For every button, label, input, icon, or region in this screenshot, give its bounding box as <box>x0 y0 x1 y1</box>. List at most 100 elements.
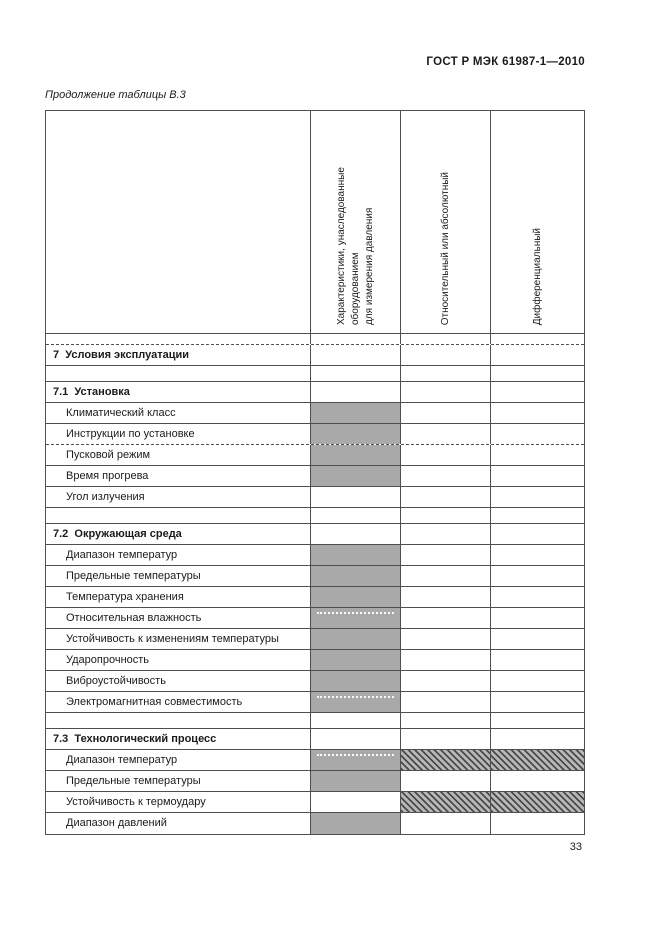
row-label: 7.3 Технологический процесс <box>53 733 217 745</box>
empty-cell <box>490 671 584 691</box>
empty-cell <box>310 524 400 544</box>
table-row: 7.3 Технологический процесс <box>46 729 584 750</box>
column-header-differential: Дифференциальный <box>490 111 584 333</box>
row-label-cell: Климатический класс <box>46 403 310 423</box>
empty-cell <box>400 713 490 728</box>
table-row <box>46 334 584 345</box>
hatched-cell <box>400 750 490 770</box>
row-label-cell: 7 Условия эксплуатации <box>46 345 310 365</box>
empty-cell <box>310 508 400 523</box>
table-row: Относительная влажность <box>46 608 584 629</box>
gray-filled-cell <box>310 403 400 423</box>
table-row: Диапазон температур <box>46 545 584 566</box>
empty-cell <box>490 813 584 834</box>
table-row: Диапазон давлений <box>46 813 584 834</box>
column-header-label: Дифференциальный <box>531 227 543 325</box>
empty-cell <box>490 403 584 423</box>
gray-filled-cell <box>310 771 400 791</box>
row-label: Виброустойчивость <box>66 675 166 687</box>
gray-filled-cell <box>310 445 400 465</box>
row-label-cell: Предельные температуры <box>46 566 310 586</box>
row-label-cell: Время прогрева <box>46 466 310 486</box>
hatched-cell <box>490 792 584 812</box>
row-label-cell <box>46 366 310 381</box>
gray-filled-cell <box>310 750 400 770</box>
gray-filled-cell <box>310 424 400 444</box>
empty-cell <box>400 729 490 749</box>
empty-cell <box>400 334 490 344</box>
row-label-cell: Диапазон температур <box>46 545 310 565</box>
empty-cell <box>400 650 490 670</box>
table-row: Климатический класс <box>46 403 584 424</box>
row-label: 7 Условия эксплуатации <box>53 349 189 361</box>
empty-cell <box>490 334 584 344</box>
row-label-cell: 7.2 Окружающая среда <box>46 524 310 544</box>
row-label: Предельные температуры <box>66 570 201 582</box>
column-header-row-label <box>46 111 310 333</box>
gray-filled-cell <box>310 545 400 565</box>
table-row: Угол излучения <box>46 487 584 508</box>
empty-cell <box>490 466 584 486</box>
empty-cell <box>400 545 490 565</box>
column-header-label: Характеристики, унаследованные оборудова… <box>335 167 375 325</box>
table-row: Устойчивость к термоудару <box>46 792 584 813</box>
empty-cell <box>400 403 490 423</box>
gray-filled-cell <box>310 566 400 586</box>
table-row: Ударопрочность <box>46 650 584 671</box>
empty-cell <box>310 713 400 728</box>
empty-cell <box>490 692 584 712</box>
row-label-cell: Диапазон давлений <box>46 813 310 834</box>
empty-cell <box>400 587 490 607</box>
gray-filled-cell <box>310 671 400 691</box>
empty-cell <box>490 345 584 365</box>
empty-cell <box>490 729 584 749</box>
row-label: Время прогрева <box>66 470 149 482</box>
row-label-cell: Диапазон температур <box>46 750 310 770</box>
empty-cell <box>490 366 584 381</box>
empty-cell <box>490 713 584 728</box>
empty-cell <box>490 487 584 507</box>
row-label: 7.2 Окружающая среда <box>53 528 182 540</box>
empty-cell <box>400 524 490 544</box>
empty-cell <box>490 524 584 544</box>
empty-cell <box>400 487 490 507</box>
empty-cell <box>490 650 584 670</box>
empty-cell <box>400 466 490 486</box>
row-label: Устойчивость к изменениям температуры <box>66 633 279 645</box>
row-label-cell: Относительная влажность <box>46 608 310 628</box>
row-label: Относительная влажность <box>66 612 202 624</box>
empty-cell <box>310 792 400 812</box>
empty-cell <box>490 771 584 791</box>
table-row: 7 Условия эксплуатации <box>46 345 584 366</box>
empty-cell <box>490 508 584 523</box>
table-row: Электромагнитная совместимость <box>46 692 584 713</box>
table-row <box>46 713 584 729</box>
table-row: Диапазон температур <box>46 750 584 771</box>
row-label: Предельные температуры <box>66 775 201 787</box>
row-label: Диапазон температур <box>66 549 178 561</box>
table-caption: Продолжение таблицы В.3 <box>45 89 186 101</box>
empty-cell <box>310 382 400 402</box>
row-label-cell: Виброустойчивость <box>46 671 310 691</box>
row-label: 7.1 Установка <box>53 386 130 398</box>
gray-filled-cell <box>310 587 400 607</box>
hatched-cell <box>490 750 584 770</box>
column-header-label: Относительный или абсолютный <box>439 171 451 325</box>
empty-cell <box>400 366 490 381</box>
empty-cell <box>490 445 584 465</box>
empty-cell <box>490 629 584 649</box>
row-label-cell: Инструкции по установке <box>46 424 310 444</box>
table-row: 7.1 Установка <box>46 382 584 403</box>
empty-cell <box>490 382 584 402</box>
table-row: 7.2 Окружающая среда <box>46 524 584 545</box>
table-row: Виброустойчивость <box>46 671 584 692</box>
hatched-cell <box>400 792 490 812</box>
row-label-cell <box>46 508 310 523</box>
row-label-cell: Устойчивость к термоудару <box>46 792 310 812</box>
table-row: Предельные температуры <box>46 566 584 587</box>
row-label: Инструкции по установке <box>66 428 195 440</box>
empty-cell <box>400 608 490 628</box>
row-label: Угол излучения <box>66 491 145 503</box>
row-label-cell: Электромагнитная совместимость <box>46 692 310 712</box>
empty-cell <box>400 813 490 834</box>
